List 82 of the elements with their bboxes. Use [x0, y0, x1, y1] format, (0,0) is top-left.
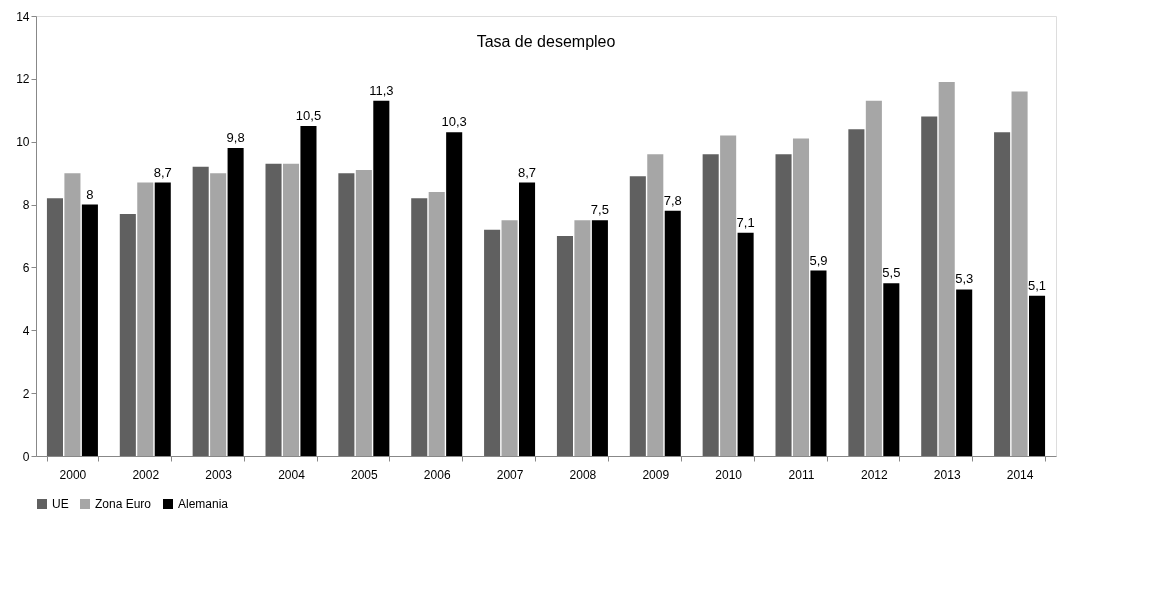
- bar: [355, 170, 372, 456]
- legend-label: Alemania: [178, 497, 229, 511]
- data-label: 5,1: [1028, 277, 1047, 293]
- bar: [956, 289, 973, 456]
- bar: [591, 220, 608, 456]
- data-label: 9,8: [226, 130, 245, 145]
- bar: [865, 100, 882, 456]
- bar: [702, 154, 719, 456]
- bar: [574, 220, 591, 456]
- bar: [647, 154, 664, 456]
- x-tick-label: 2006: [423, 467, 451, 482]
- bar: [428, 192, 445, 456]
- x-tick-label: 2000: [59, 467, 87, 482]
- bar: [848, 129, 865, 456]
- bar: [1029, 295, 1046, 456]
- data-label: 7,1: [736, 214, 755, 230]
- bar: [501, 220, 518, 456]
- bar: [792, 138, 810, 456]
- bar: [519, 182, 536, 456]
- legend-label: UE: [52, 497, 69, 511]
- bar: [46, 198, 63, 456]
- x-tick-label: 2009: [642, 467, 670, 482]
- data-label: 8: [86, 186, 94, 202]
- bar: [411, 198, 428, 456]
- x-tick-label: 2003: [205, 467, 233, 482]
- bar: [921, 116, 938, 456]
- y-tick-label: 0: [22, 449, 30, 464]
- bar: [938, 82, 955, 456]
- bar: [629, 176, 646, 456]
- bar: [192, 166, 209, 456]
- x-tick-label: 2012: [861, 467, 889, 482]
- bar: [265, 163, 282, 456]
- bar: [137, 182, 154, 456]
- y-tick-label: 2: [22, 386, 30, 401]
- bar: [338, 173, 355, 456]
- legend-label: Zona Euro: [95, 497, 152, 511]
- x-tick-label: 2011: [788, 467, 815, 482]
- x-tick-label: 2013: [933, 467, 961, 482]
- data-label: 5,5: [882, 265, 901, 281]
- bar: [81, 204, 98, 456]
- bar: [556, 236, 573, 456]
- text: Tasa de desempleo: [476, 33, 616, 50]
- data-label: 8,7: [153, 164, 172, 180]
- bar: [994, 132, 1011, 456]
- bar: [883, 283, 900, 456]
- bar: [64, 173, 81, 456]
- y-tick-label: 12: [16, 72, 30, 87]
- data-label: 5,9: [809, 252, 828, 268]
- bar: [720, 135, 737, 456]
- data-label: 8,7: [518, 164, 537, 180]
- x-tick-label: 2007: [496, 467, 524, 482]
- x-tick-label: 2010: [715, 467, 743, 482]
- y-tick-label: 10: [16, 135, 30, 150]
- data-label: 10,3: [441, 114, 467, 130]
- bar: [737, 232, 754, 456]
- bar: [810, 270, 827, 456]
- data-label: 7,5: [590, 202, 609, 218]
- data-label: 10,5: [295, 108, 322, 123]
- y-tick-label: 14: [16, 9, 30, 24]
- bar: [282, 163, 300, 456]
- bar: [664, 210, 681, 456]
- bar: [227, 148, 244, 456]
- data-label: 11,3: [369, 82, 394, 98]
- x-tick-label: 2002: [132, 467, 160, 482]
- bar: [446, 132, 463, 456]
- bar: [775, 154, 792, 456]
- bar: [300, 126, 317, 456]
- bar: [210, 173, 227, 456]
- bar: [1011, 91, 1028, 456]
- bar: [154, 182, 171, 456]
- x-tick-label: 2004: [278, 467, 306, 482]
- y-tick-label: 4: [22, 323, 30, 338]
- y-tick-label: 6: [22, 260, 30, 275]
- bar: [119, 214, 136, 456]
- data-label: 5,3: [955, 271, 974, 287]
- x-tick-label: 2008: [569, 467, 597, 482]
- x-tick-label: 2005: [351, 467, 379, 482]
- data-label: 7,8: [663, 192, 682, 208]
- bar: [373, 100, 390, 456]
- bar: [484, 229, 501, 456]
- x-tick-label: 2014: [1006, 467, 1034, 482]
- y-tick-label: 8: [22, 198, 30, 213]
